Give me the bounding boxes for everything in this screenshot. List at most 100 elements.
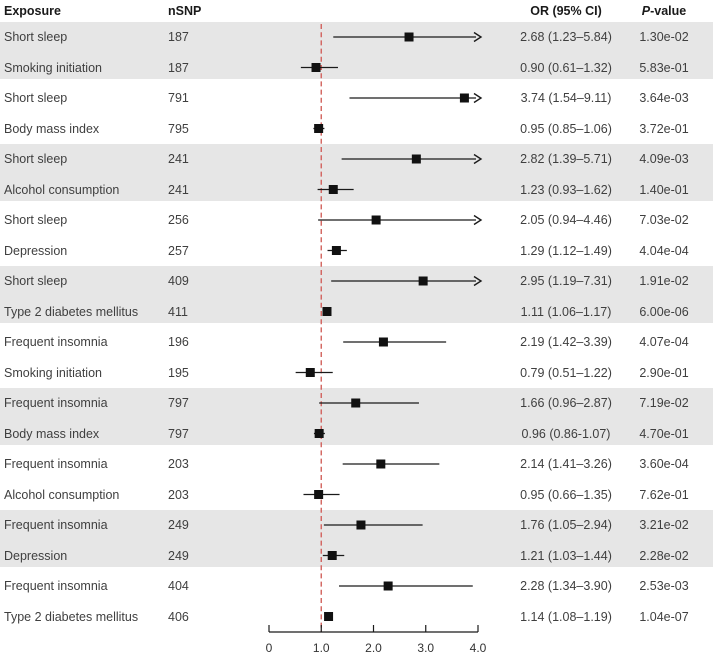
axis-tick-label: 4.0: [470, 641, 487, 655]
table-row: Short sleep 256 2.05 (0.94–4.46) 7.03e-0…: [0, 211, 713, 229]
point-estimate-marker: [305, 368, 315, 377]
pvalue-value: 3.60e-04: [639, 457, 689, 471]
or-ci-value: 1.21 (1.03–1.44): [520, 548, 612, 563]
pvalue-value: 1.30e-02: [639, 30, 689, 44]
table-row: Smoking initiation 187 0.90 (0.61–1.32) …: [0, 59, 713, 77]
clipped-ci-arrow-icon: [473, 153, 483, 165]
exposure-label: Frequent insomnia: [4, 457, 108, 471]
pvalue-value: 3.64e-03: [639, 91, 689, 105]
point-estimate-marker: [314, 490, 324, 499]
column-header-or-ci: OR (95% CI): [530, 4, 602, 18]
pvalue-value: 2.90e-01: [639, 365, 689, 380]
clipped-ci-arrow-icon: [473, 31, 483, 43]
exposure-label: Smoking initiation: [4, 60, 102, 75]
table-row: Frequent insomnia 404 2.28 (1.34–3.90) 2…: [0, 577, 713, 595]
or-ci-value: 0.95 (0.66–1.35): [520, 487, 612, 502]
point-estimate-marker: [331, 246, 341, 255]
nsnp-value: 257: [168, 243, 189, 258]
exposure-label: Short sleep: [4, 152, 68, 166]
table-row: Depression 257 1.29 (1.12–1.49) 4.04e-04: [0, 242, 713, 260]
point-estimate-marker: [404, 32, 414, 42]
table-row: Body mass index 797 0.96 (0.86-1.07) 4.7…: [0, 425, 713, 443]
row-band: [0, 22, 713, 79]
pvalue-value: 5.83e-01: [639, 60, 689, 75]
exposure-label: Depression: [4, 548, 68, 563]
or-ci-value: 3.74 (1.54–9.11): [520, 91, 612, 105]
point-estimate-marker: [324, 612, 334, 621]
point-estimate-marker: [311, 63, 321, 72]
point-estimate-marker: [314, 124, 324, 133]
pvalue-value: 7.62e-01: [639, 487, 689, 502]
nsnp-value: 195: [168, 365, 189, 380]
pvalue-value: 1.91e-02: [639, 274, 689, 288]
or-ci-value: 2.05 (0.94–4.46): [520, 213, 612, 227]
axis-tick-label: 3.0: [417, 641, 434, 655]
axis-tick-label: 2.0: [365, 641, 382, 655]
table-row: Frequent insomnia 196 2.19 (1.42–3.39) 4…: [0, 333, 713, 351]
nsnp-value: 203: [168, 457, 189, 471]
or-ci-value: 1.14 (1.08–1.19): [520, 609, 612, 624]
exposure-label: Short sleep: [4, 30, 68, 44]
pvalue-value: 7.03e-02: [639, 213, 689, 227]
table-row: Alcohol consumption 241 1.23 (0.93–1.62)…: [0, 181, 713, 199]
row-band: [0, 266, 713, 323]
nsnp-value: 187: [168, 30, 189, 44]
pvalue-value: 3.72e-01: [639, 121, 689, 136]
table-row: Frequent insomnia 797 1.66 (0.96–2.87) 7…: [0, 394, 713, 412]
table-row: Short sleep 409 2.95 (1.19–7.31) 1.91e-0…: [0, 272, 713, 290]
or-ci-value: 2.68 (1.23–5.84): [520, 30, 612, 44]
column-header-pvalue: P-value: [612, 3, 713, 19]
or-ci-value: 0.95 (0.85–1.06): [520, 121, 612, 136]
nsnp-value: 196: [168, 335, 189, 349]
axis-tick-label: 0: [266, 641, 273, 655]
table-row: Frequent insomnia 249 1.76 (1.05–2.94) 3…: [0, 516, 713, 534]
nsnp-value: 411: [168, 304, 188, 319]
point-estimate-marker: [356, 520, 366, 530]
point-estimate-marker: [459, 93, 469, 103]
or-ci-value: 2.14 (1.41–3.26): [520, 457, 612, 471]
or-ci-value: 1.76 (1.05–2.94): [520, 518, 612, 532]
exposure-label: Short sleep: [4, 91, 68, 105]
pvalue-value: 3.21e-02: [639, 518, 689, 532]
pvalue-value: 4.70e-01: [639, 426, 689, 441]
nsnp-value: 409: [168, 274, 189, 288]
nsnp-value: 187: [168, 60, 189, 75]
exposure-label: Type 2 diabetes mellitus: [4, 609, 139, 624]
nsnp-value: 256: [168, 213, 189, 227]
point-estimate-marker: [411, 154, 421, 164]
or-ci-value: 2.28 (1.34–3.90): [520, 579, 612, 593]
clipped-ci-arrow-icon: [473, 92, 483, 104]
or-ci-value: 2.82 (1.39–5.71): [520, 152, 612, 166]
nsnp-value: 791: [168, 91, 189, 105]
or-ci-value: 0.90 (0.61–1.32): [520, 60, 612, 75]
table-row: Body mass index 795 0.95 (0.85–1.06) 3.7…: [0, 120, 713, 138]
pvalue-value: 1.04e-07: [639, 609, 689, 624]
point-estimate-marker: [418, 276, 428, 286]
table-row: Depression 249 1.21 (1.03–1.44) 2.28e-02: [0, 547, 713, 565]
row-band: [0, 388, 713, 445]
pvalue-value: 4.07e-04: [639, 335, 689, 349]
pvalue-value: 2.53e-03: [639, 579, 689, 593]
nsnp-value: 241: [168, 152, 189, 166]
column-header-exposure: Exposure: [4, 4, 61, 18]
nsnp-value: 241: [168, 182, 189, 197]
or-ci-value: 1.23 (0.93–1.62): [520, 182, 612, 197]
nsnp-value: 203: [168, 487, 189, 502]
exposure-label: Frequent insomnia: [4, 518, 108, 532]
or-ci-value: 1.29 (1.12–1.49): [520, 243, 612, 258]
table-row: Smoking initiation 195 0.79 (0.51–1.22) …: [0, 364, 713, 382]
or-ci-value: 2.19 (1.42–3.39): [520, 335, 612, 349]
table-row: Frequent insomnia 203 2.14 (1.41–3.26) 3…: [0, 455, 713, 473]
pvalue-header-rest: -value: [650, 4, 687, 18]
point-estimate-marker: [371, 215, 381, 225]
point-estimate-marker: [378, 337, 388, 347]
exposure-label: Short sleep: [4, 274, 68, 288]
exposure-label: Frequent insomnia: [4, 335, 108, 349]
row-band: [0, 510, 713, 567]
exposure-label: Frequent insomnia: [4, 396, 108, 410]
row-band: [0, 144, 713, 201]
or-ci-value: 2.95 (1.19–7.31): [520, 274, 612, 288]
pvalue-value: 1.40e-01: [639, 182, 689, 197]
or-ci-value: 0.79 (0.51–1.22): [520, 365, 612, 380]
